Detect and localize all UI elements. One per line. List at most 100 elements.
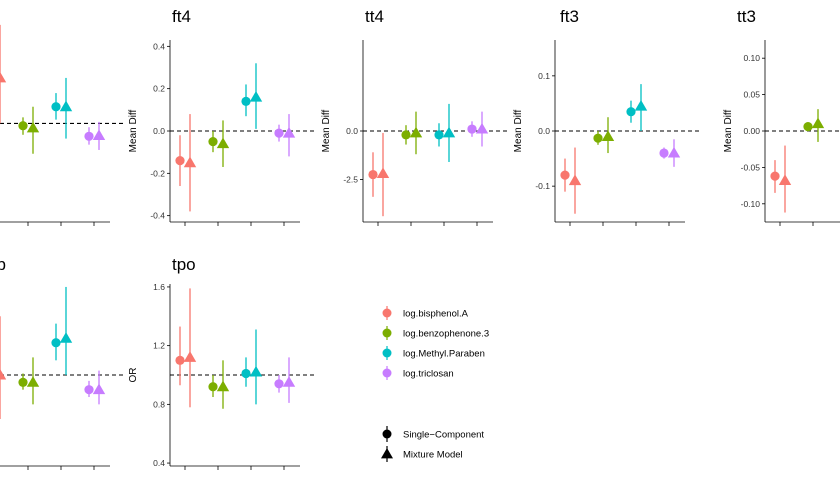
point-mixture-model bbox=[442, 126, 456, 138]
y-tick-label: 1.6 bbox=[153, 282, 165, 292]
point-single-component bbox=[208, 136, 218, 147]
legend-label: log.triclosan bbox=[403, 369, 454, 380]
y-tick-label: -2.5 bbox=[343, 174, 358, 184]
legend-circle-symbol bbox=[382, 429, 392, 439]
point-mixture-model bbox=[282, 376, 296, 387]
point-single-component bbox=[51, 102, 61, 112]
legend-swatch bbox=[382, 308, 392, 318]
point-single-component bbox=[175, 156, 185, 166]
point-single-component bbox=[593, 133, 603, 143]
y-tick-label: 0.4 bbox=[153, 458, 165, 468]
legend-color-item: log.benzophenone.3 bbox=[382, 326, 489, 340]
y-tick-label: 0.00 bbox=[743, 126, 760, 136]
point-mixture-model bbox=[409, 126, 423, 138]
point-mixture-model bbox=[0, 368, 7, 380]
point-single-component bbox=[241, 96, 251, 106]
panel-ft4: ft4 Mean Diff 0.4 0.2 0.0 -0.2 -0.4 bbox=[128, 7, 316, 226]
point-mixture-model bbox=[216, 380, 230, 392]
panel-title: ft4 bbox=[172, 7, 191, 26]
y-axis-label: Mean Diff bbox=[321, 109, 332, 152]
panel-title: ab bbox=[0, 255, 6, 274]
point-single-component bbox=[274, 128, 284, 138]
point-mixture-model bbox=[249, 365, 263, 377]
y-tick-label: -0.05 bbox=[741, 162, 761, 172]
y-tick-label: -0.10 bbox=[741, 199, 761, 209]
legend: log.bisphenol.A log.benzophenone.3 log.Met… bbox=[381, 306, 489, 462]
point-single-component bbox=[175, 355, 185, 365]
panel-title: tt3 bbox=[737, 7, 756, 26]
point-single-component bbox=[84, 385, 94, 395]
panels: ft4 Mean Diff 0.4 0.2 0.0 -0.2 -0.4 tt4 Mean Dif… bbox=[0, 7, 840, 470]
point-mixture-model bbox=[376, 167, 390, 179]
y-tick-label: -0.1 bbox=[535, 181, 550, 191]
point-single-component bbox=[18, 121, 28, 131]
y-tick-label: 0.2 bbox=[153, 84, 165, 94]
y-axis-label: Mean Diff bbox=[128, 109, 139, 152]
point-mixture-model bbox=[475, 122, 489, 134]
y-tick-label: 0.0 bbox=[346, 126, 358, 136]
point-mixture-model bbox=[92, 383, 106, 395]
legend-swatch bbox=[382, 328, 392, 338]
y-tick-label: 1.2 bbox=[153, 341, 165, 351]
point-single-component bbox=[401, 130, 411, 140]
point-mixture-model bbox=[568, 174, 582, 186]
legend-shape-item: Single−Component bbox=[382, 426, 484, 442]
point-mixture-model bbox=[216, 137, 230, 149]
point-mixture-model bbox=[634, 99, 648, 111]
point-single-component bbox=[467, 124, 477, 134]
legend-label: log.benzophenone.3 bbox=[403, 329, 489, 340]
point-mixture-model bbox=[26, 121, 40, 133]
y-axis-label: Mean Diff bbox=[513, 109, 524, 152]
y-tick-label: 0.10 bbox=[743, 53, 760, 63]
point-single-component bbox=[626, 107, 636, 117]
point-mixture-model bbox=[59, 100, 73, 112]
legend-triangle-symbol bbox=[381, 448, 393, 459]
y-tick-label: -0.2 bbox=[150, 168, 165, 178]
y-tick-label: 0.1 bbox=[538, 71, 550, 81]
y-tick-label: 0.0 bbox=[538, 126, 550, 136]
point-mixture-model bbox=[183, 351, 197, 362]
y-tick-label: 0.8 bbox=[153, 399, 165, 409]
legend-label: log.bisphenol.A bbox=[403, 309, 469, 320]
point-single-component bbox=[368, 169, 378, 180]
panel-ft3: ft3 Mean Diff 0.1 0.0 -0.1 bbox=[513, 7, 701, 226]
legend-color-item: log.triclosan bbox=[382, 366, 454, 380]
point-single-component bbox=[803, 122, 813, 132]
panel-title: ft3 bbox=[560, 7, 579, 26]
panel-title: tt4 bbox=[365, 7, 384, 26]
y-tick-label: -0.4 bbox=[150, 211, 165, 221]
legend-label: Single−Component bbox=[403, 430, 484, 441]
point-mixture-model bbox=[778, 174, 792, 185]
y-tick-label: 0.05 bbox=[743, 90, 760, 100]
point-single-component bbox=[51, 338, 61, 348]
point-mixture-model bbox=[282, 126, 296, 138]
point-single-component bbox=[18, 377, 28, 387]
point-single-component bbox=[241, 368, 251, 379]
legend-swatch bbox=[382, 368, 392, 378]
point-mixture-model bbox=[811, 117, 825, 129]
point-single-component bbox=[434, 130, 444, 140]
legend-label: Mixture Model bbox=[403, 450, 463, 461]
point-mixture-model bbox=[667, 146, 681, 158]
panel-title: tpo bbox=[172, 255, 196, 274]
panel-p5: ab bbox=[0, 255, 126, 470]
point-single-component bbox=[659, 148, 669, 158]
panel-p0 bbox=[0, 24, 126, 226]
point-mixture-model bbox=[59, 332, 73, 343]
point-single-component bbox=[770, 171, 780, 181]
y-tick-label: 0.0 bbox=[153, 126, 165, 136]
point-mixture-model bbox=[601, 130, 615, 141]
point-mixture-model bbox=[183, 156, 197, 168]
point-single-component bbox=[274, 379, 284, 389]
point-mixture-model bbox=[249, 90, 263, 102]
legend-swatch bbox=[382, 348, 392, 358]
legend-color-item: log.bisphenol.A bbox=[382, 306, 469, 320]
point-mixture-model bbox=[92, 129, 106, 141]
y-tick-label: 0.4 bbox=[153, 41, 165, 51]
point-single-component bbox=[84, 131, 94, 141]
y-axis-label: OR bbox=[128, 368, 139, 383]
point-single-component bbox=[560, 170, 570, 180]
point-mixture-model bbox=[26, 376, 40, 387]
point-single-component bbox=[208, 382, 218, 392]
